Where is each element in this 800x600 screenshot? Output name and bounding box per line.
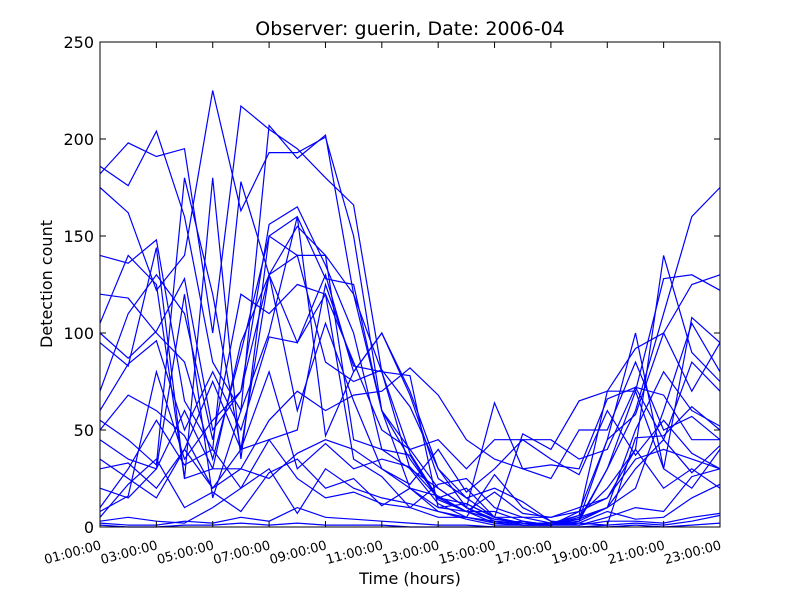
x-tick-label: 13:00:00 xyxy=(381,538,441,568)
x-axis-label: Time (hours) xyxy=(358,569,461,588)
series-line-6 xyxy=(99,206,721,526)
x-tick-label: 21:00:00 xyxy=(606,538,666,568)
y-tick-label: 100 xyxy=(63,324,94,343)
series-line-10 xyxy=(99,360,721,490)
series-line-21 xyxy=(99,274,721,513)
series-line-2 xyxy=(99,104,721,526)
plot-frame xyxy=(99,41,721,528)
x-tick-label: 11:00:00 xyxy=(325,538,385,568)
series-line-22 xyxy=(99,177,721,518)
y-tick-label: 150 xyxy=(63,227,94,246)
series-line-18 xyxy=(99,506,721,528)
series-line-14 xyxy=(99,409,721,518)
chart-title: Observer: guerin, Date: 2006-04 xyxy=(255,18,565,40)
y-tick-label: 250 xyxy=(63,33,94,52)
series-line-20 xyxy=(99,177,721,526)
y-axis-label: Detection count xyxy=(37,220,56,348)
x-tick-label: 01:00:00 xyxy=(43,538,103,568)
series-line-16 xyxy=(99,458,721,526)
series-line-12 xyxy=(99,282,721,519)
axis-ticks: 05010015020025001:00:0003:00:0005:00:000… xyxy=(43,33,723,568)
x-tick-label: 05:00:00 xyxy=(155,538,215,568)
series-line-13 xyxy=(99,369,721,524)
series-line-15 xyxy=(99,419,721,526)
y-tick-label: 0 xyxy=(84,518,94,537)
series-line-8 xyxy=(99,273,721,470)
x-tick-label: 17:00:00 xyxy=(494,538,554,568)
series-lines xyxy=(99,90,721,528)
x-tick-label: 09:00:00 xyxy=(268,538,328,568)
x-tick-label: 15:00:00 xyxy=(437,538,497,568)
x-tick-label: 07:00:00 xyxy=(212,538,272,568)
x-tick-label: 03:00:00 xyxy=(99,538,159,568)
x-tick-label: 23:00:00 xyxy=(663,538,723,568)
y-tick-label: 50 xyxy=(74,421,94,440)
series-line-9 xyxy=(99,272,720,509)
y-tick-label: 200 xyxy=(63,130,94,149)
x-tick-label: 19:00:00 xyxy=(550,538,610,568)
series-line-11 xyxy=(99,216,721,526)
